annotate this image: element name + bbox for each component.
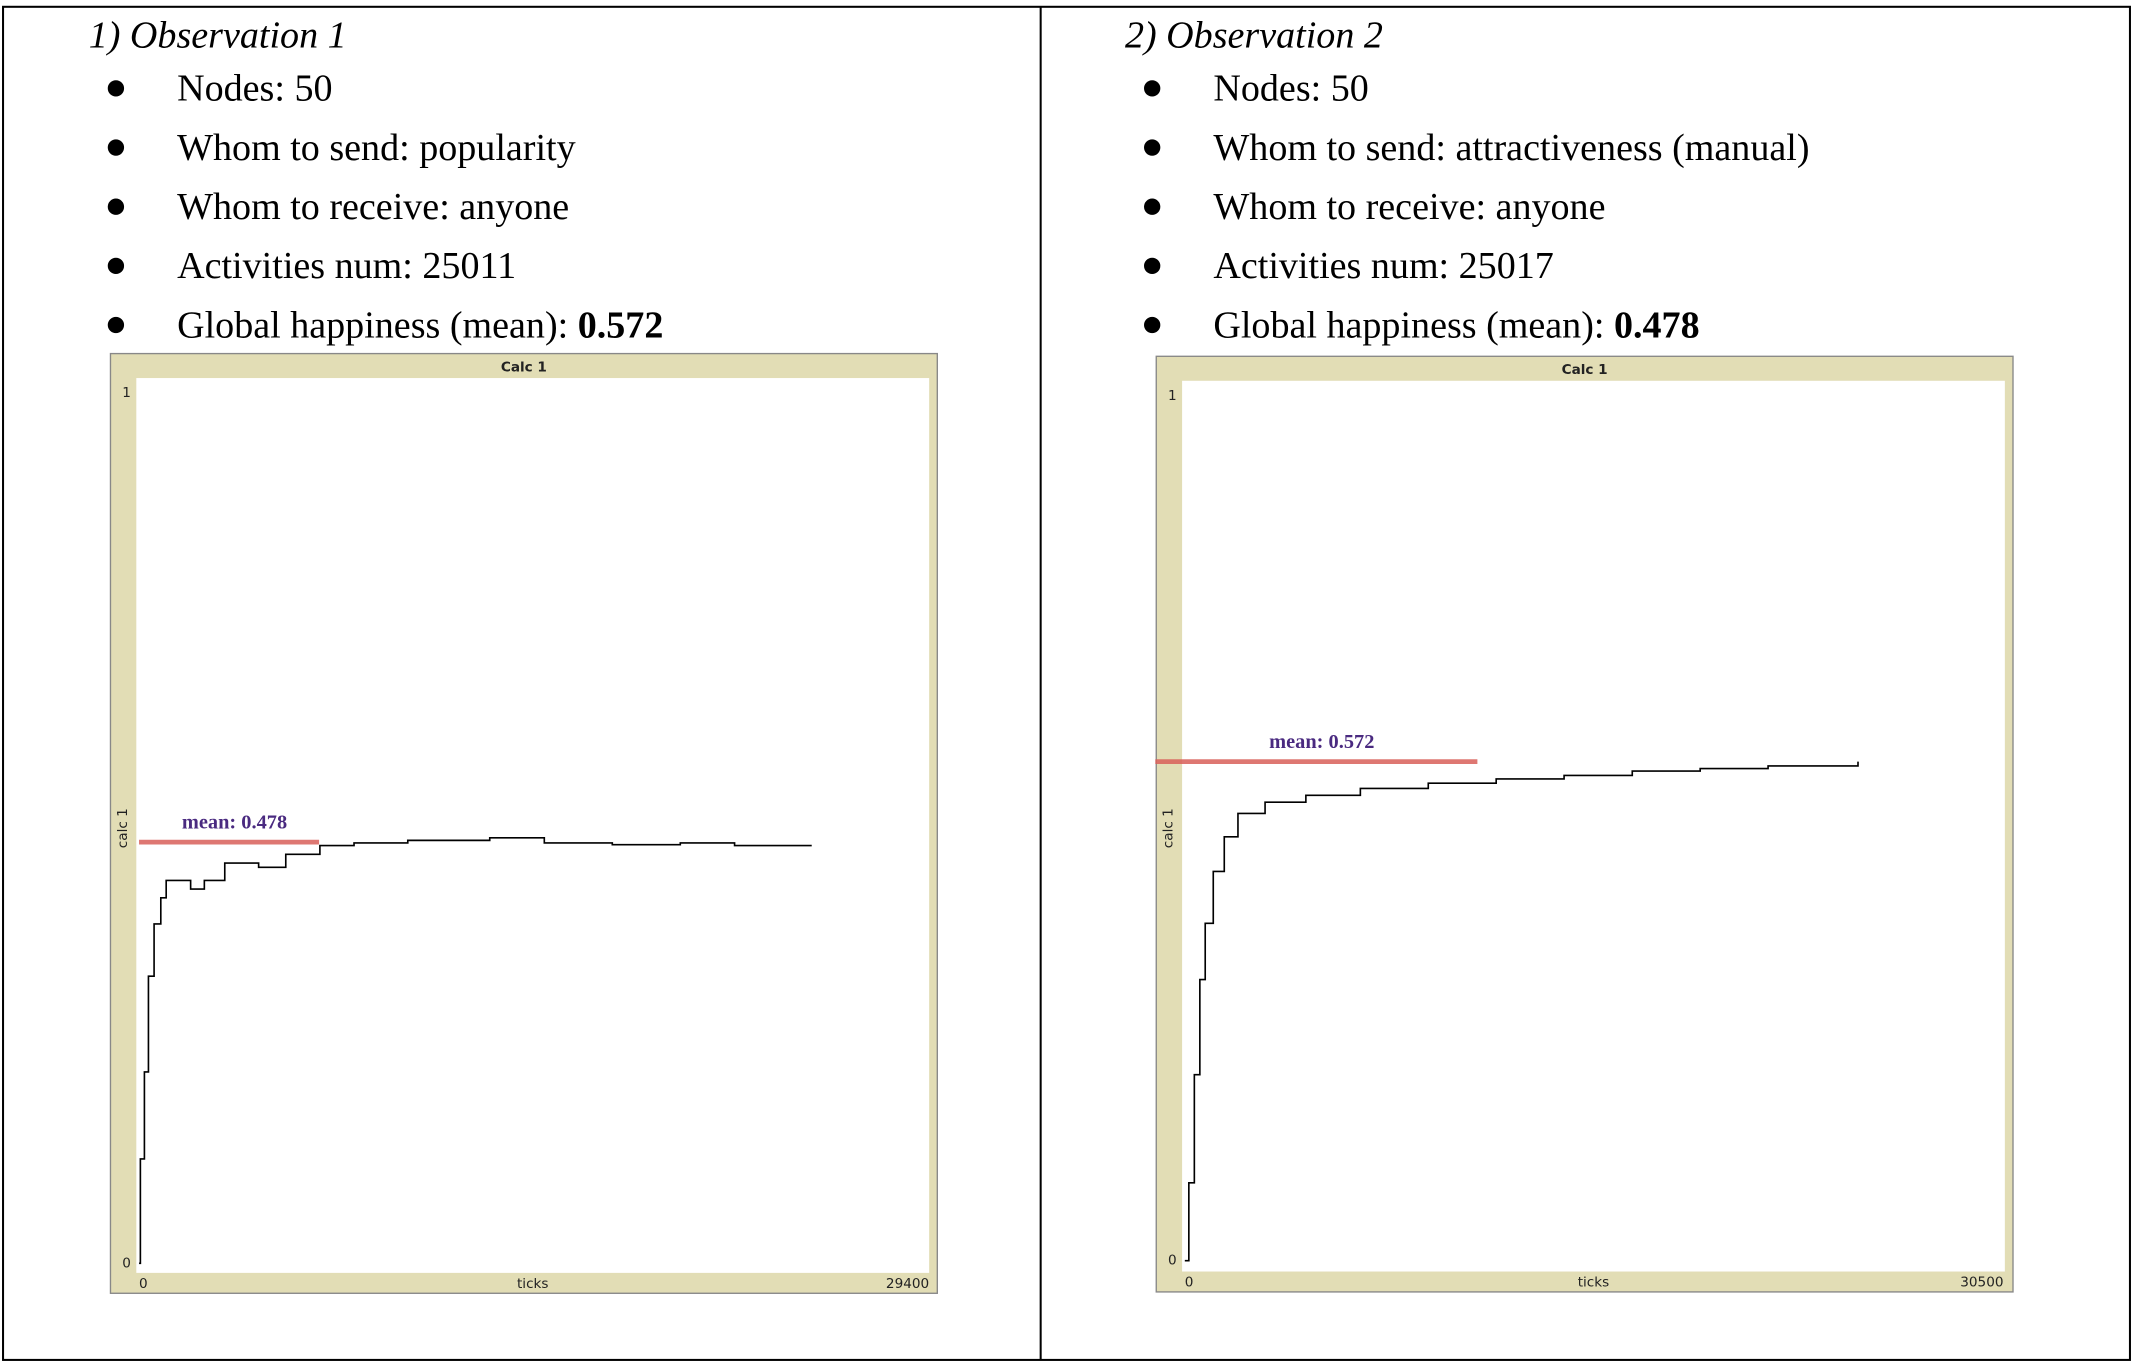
mean-label: mean: 0.572 (1269, 731, 1374, 753)
x-tick-label: 29400 (886, 1276, 929, 1292)
plot-area (136, 378, 930, 1273)
x-axis-label: ticks (1578, 1274, 1610, 1290)
item-value: anyone (459, 186, 569, 228)
data-line (139, 836, 812, 1265)
item: Global happiness (mean): 0.572 (177, 304, 663, 346)
item: Whom to receive: anyone (1213, 186, 1605, 228)
x-tick-label: 0 (1185, 1274, 1194, 1290)
item-value: 50 (294, 68, 332, 110)
bullet (107, 198, 125, 215)
mean-label: mean: 0.478 (182, 812, 287, 834)
item: Nodes: 50 (177, 68, 332, 110)
item: Global happiness (mean): 0.478 (1213, 304, 1699, 346)
item-value: attractiveness (manual) (1455, 127, 1809, 169)
x-axis-label: ticks (517, 1276, 549, 1292)
item-value: 25017 (1459, 245, 1554, 287)
bullet (1144, 139, 1161, 156)
y-tick-label: 1 (122, 385, 131, 401)
item: Activities num: 25017 (1213, 245, 1553, 287)
item-label: Nodes: (177, 68, 285, 110)
item-value: 25011 (422, 245, 516, 287)
plot: Calc 1 0 1 0 29400 ticks calc 1 mean: 0.478 (109, 352, 938, 1294)
bullet (1144, 257, 1161, 275)
data-line (1184, 761, 1859, 1262)
plot-title: Calc 1 (501, 359, 547, 375)
heading: 2) Observation 2 (1125, 15, 1383, 57)
item-label: Nodes: (1213, 68, 1321, 110)
bullet (107, 316, 125, 334)
plot: Calc 1 0 1 0 30500 ticks calc 1 mean: 0.572 (1155, 355, 2014, 1293)
plot-area (1182, 380, 2005, 1272)
bullet (1144, 198, 1161, 215)
bullet (107, 139, 125, 156)
bullet (107, 80, 125, 97)
y-tick-label: 0 (122, 1255, 131, 1271)
y-axis-label: calc 1 (1161, 808, 1177, 848)
x-tick-label: 30500 (1960, 1274, 2003, 1290)
bullet (107, 257, 125, 275)
item-value: popularity (419, 127, 575, 169)
item-label: Activities num: (177, 245, 413, 287)
item: Whom to send: popularity (177, 127, 576, 169)
item: Whom to receive: anyone (177, 186, 569, 228)
heading: 1) Observation 1 (89, 15, 347, 57)
bullet (1144, 80, 1161, 97)
item-label: Global happiness (mean): (177, 304, 568, 346)
y-axis-label: calc 1 (115, 808, 131, 848)
bullet (1144, 316, 1161, 334)
table-border (2, 5, 2131, 1361)
item-label: Whom to send: (1213, 127, 1446, 169)
x-tick-label: 0 (139, 1276, 148, 1292)
item-label: Whom to send: (177, 127, 410, 169)
item-label: Whom to receive: (177, 186, 450, 228)
item: Whom to send: attractiveness (manual) (1213, 127, 1809, 169)
item-value: 0.478 (1614, 304, 1700, 346)
y-tick-label: 1 (1168, 388, 1177, 404)
item-label: Activities num: (1213, 245, 1449, 287)
item-value: anyone (1496, 186, 1606, 228)
y-tick-label: 0 (1168, 1253, 1177, 1269)
plot-title: Calc 1 (1562, 362, 1608, 378)
item: Activities num: 25011 (177, 245, 516, 287)
item: Nodes: 50 (1213, 68, 1368, 110)
item-label: Global happiness (mean): (1213, 304, 1604, 346)
item-value: 50 (1331, 68, 1369, 110)
item-label: Whom to receive: (1213, 186, 1486, 228)
item-value: 0.572 (578, 304, 664, 346)
